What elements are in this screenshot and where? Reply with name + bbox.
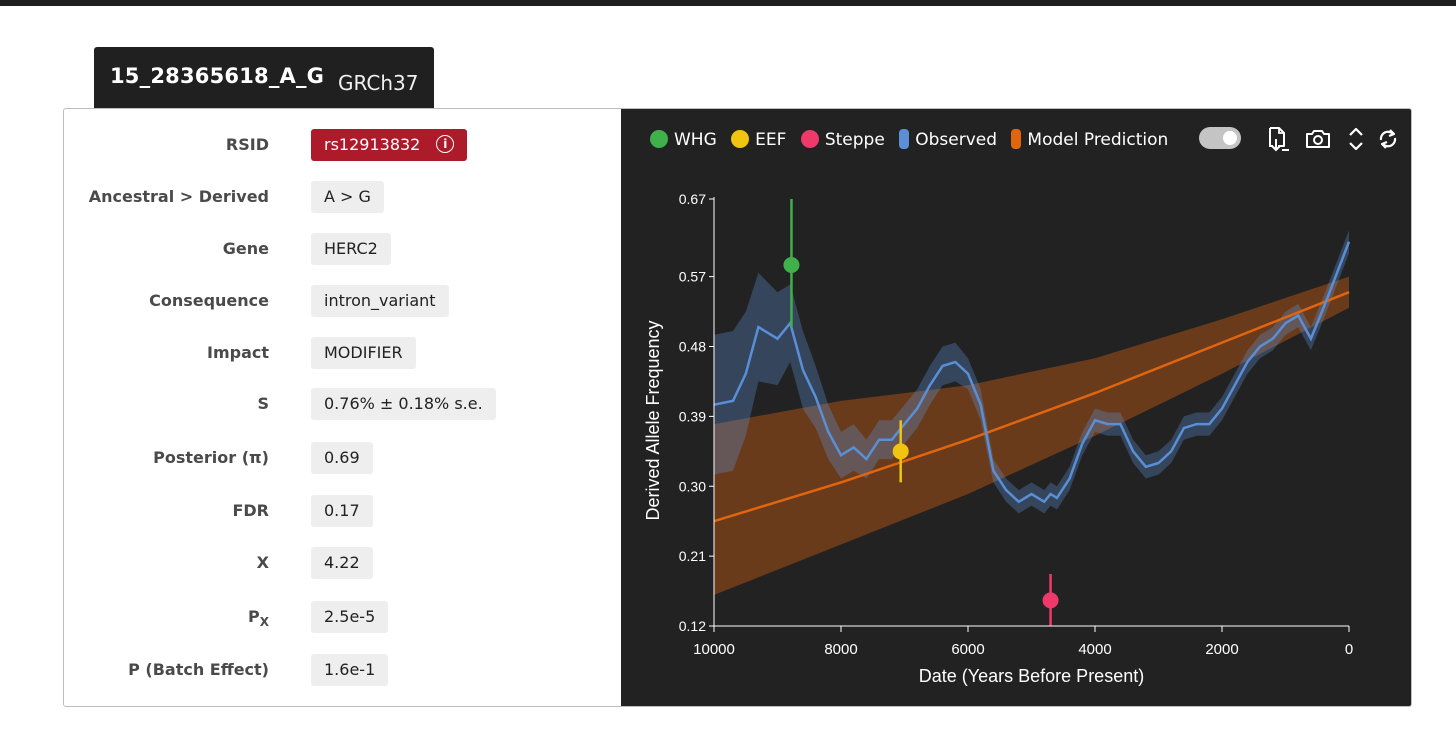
top-bar: [0, 0, 1456, 6]
ancestral-derived-value: A > G: [311, 181, 384, 213]
download-icon[interactable]: [1265, 125, 1291, 153]
impact-label: Impact: [206, 343, 269, 362]
x-axis-title: Date (Years Before Present): [919, 666, 1144, 686]
y-tick-label: 0.30: [679, 478, 706, 494]
gene-value: HERC2: [311, 233, 391, 265]
row-posterior: Posterior (π) 0.69: [64, 441, 621, 475]
selection-value: 0.76% ± 0.18% s.e.: [311, 388, 496, 420]
batch-effect-value: 1.6e-1: [311, 654, 389, 686]
allele-frequency-plot: 0.12 0.21 0.30 0.39 0.48 0.57 0.67 10000 8000 600…: [643, 191, 1353, 686]
gene-label: Gene: [222, 239, 269, 258]
legend-item-eef[interactable]: EEF: [731, 130, 786, 150]
row-gene: Gene HERC2: [64, 232, 621, 266]
eef-point: [892, 443, 909, 460]
legend-label-steppe: Steppe: [824, 130, 885, 150]
legend-label-eef: EEF: [755, 130, 787, 150]
y-tick-label: 0.12: [679, 618, 706, 634]
consequence-label: Consequence: [149, 291, 269, 310]
rsid-value[interactable]: rs12913832: [324, 135, 421, 154]
row-consequence: Consequence intron_variant: [64, 284, 621, 318]
y-tick-label: 0.21: [679, 548, 706, 564]
row-selection: S 0.76% ± 0.18% s.e.: [64, 387, 621, 421]
row-rsid: RSID rs12913832: [64, 128, 621, 162]
x-tick-label: 0: [1345, 641, 1353, 658]
posterior-label: Posterior (π): [153, 448, 269, 467]
row-fdr: FDR 0.17: [64, 494, 621, 528]
genome-build: GRCh37: [338, 71, 419, 95]
rsid-badge[interactable]: rs12913832: [311, 128, 468, 161]
legend-label-model: Model Prediction: [1027, 130, 1169, 150]
legend-label-whg: WHG: [674, 130, 717, 150]
y-axis-title: Derived Allele Frequency: [643, 320, 663, 520]
eef-marker: [731, 130, 750, 148]
observed-band: [714, 230, 1349, 514]
legend-item-steppe[interactable]: Steppe: [800, 130, 885, 150]
camera-icon[interactable]: [1305, 125, 1331, 153]
model-prediction-band: [714, 276, 1349, 595]
steppe-point: [1042, 592, 1059, 609]
x-value: 4.22: [311, 547, 373, 579]
info-icon[interactable]: [436, 128, 455, 160]
selection-label: S: [257, 394, 269, 413]
x-tick-label: 10000: [693, 641, 735, 658]
px-value: 2.5e-5: [311, 601, 389, 633]
legend-label-observed: Observed: [915, 130, 998, 150]
px-label-sub: X: [259, 615, 269, 630]
x-tick-label: 6000: [951, 641, 984, 658]
chart-panel: WHG EEF Steppe Observed Model Prediction: [621, 109, 1411, 706]
observed-line: [713, 241, 1351, 504]
whg-marker: [650, 130, 668, 148]
posterior-value: 0.69: [311, 442, 373, 474]
x-tick-label: 8000: [824, 641, 857, 658]
y-tick-label: 0.57: [679, 269, 706, 285]
impact-value: MODIFIER: [311, 337, 416, 369]
row-px: PX 2.5e-5: [64, 600, 621, 634]
px-label: PX: [248, 607, 269, 629]
px-label-main: P: [248, 607, 260, 626]
ancestral-derived-label: Ancestral > Derived: [88, 187, 269, 206]
variant-info-table: RSID rs12913832 Ancestral > Derived A > …: [64, 109, 621, 706]
rsid-label: RSID: [225, 135, 269, 154]
y-tick-label: 0.67: [679, 191, 706, 207]
model-prediction-line: [713, 291, 1350, 523]
legend-item-model[interactable]: Model Prediction: [1011, 129, 1168, 150]
x-tick-label: 4000: [1078, 641, 1111, 658]
fdr-label: FDR: [232, 501, 269, 520]
batch-effect-label: P (Batch Effect): [128, 660, 269, 679]
steppe-marker: [800, 130, 819, 148]
variant-panel: RSID rs12913832 Ancestral > Derived A > …: [63, 108, 1412, 707]
observed-marker: [899, 129, 910, 149]
expand-icon[interactable]: [1343, 125, 1369, 153]
row-x: X 4.22: [64, 546, 621, 580]
row-impact: Impact MODIFIER: [64, 336, 621, 370]
y-tick-label: 0.39: [679, 408, 706, 424]
legend-item-whg[interactable]: WHG: [650, 130, 717, 150]
consequence-value: intron_variant: [311, 285, 449, 317]
variant-id: 15_28365618_A_G: [110, 64, 325, 88]
refresh-icon[interactable]: [1375, 125, 1401, 153]
y-tick-label: 0.48: [679, 339, 706, 355]
fdr-value: 0.17: [311, 495, 373, 527]
row-ancestral-derived: Ancestral > Derived A > G: [64, 180, 621, 214]
chart-legend: WHG EEF Steppe Observed Model Prediction: [650, 129, 1177, 153]
x-label: X: [256, 553, 269, 572]
whg-point: [783, 256, 800, 273]
legend-item-observed[interactable]: Observed: [899, 129, 997, 150]
x-tick-label: 2000: [1205, 641, 1238, 658]
model-marker: [1011, 129, 1022, 149]
display-toggle[interactable]: [1199, 127, 1241, 149]
toggle-knob: [1223, 131, 1237, 145]
row-batch-effect: P (Batch Effect) 1.6e-1: [64, 653, 621, 687]
variant-tab[interactable]: 15_28365618_A_G GRCh37: [94, 47, 434, 109]
